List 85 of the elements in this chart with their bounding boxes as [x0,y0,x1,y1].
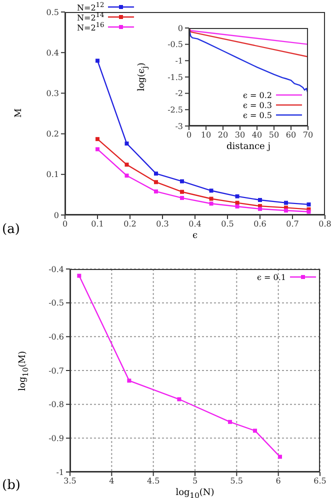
x-tick-label: 0.4 [188,220,202,229]
text: (b) [2,478,20,493]
point [306,202,311,206]
legend-label: ϵ = 0.1 [257,272,286,282]
x-tick-label: 5.5 [230,476,244,486]
y-axis-title: M [14,106,24,120]
x-tick-label: 6 [276,476,281,486]
x-tick-label: 0.5 [221,220,234,229]
y-tick-label: -1 [56,468,64,477]
point [306,210,311,214]
x-tick-label: 10 [200,130,212,140]
y-tick-label: 0.3 [46,89,59,98]
line-series [189,28,308,94]
point [284,208,288,213]
point [235,194,240,198]
x-axis-title: ϵ [191,231,199,241]
x-tick-label: 0.7 [286,220,299,229]
y-tick-label: -0.7 [48,366,64,376]
x-axis-title: log$_{10}$(N) [174,488,216,498]
point [258,206,262,211]
x-tick-label: 20 [218,130,228,140]
x-tick-label: 0.8 [318,220,332,229]
x-tick-label: 4.5 [146,476,160,486]
point [180,196,184,200]
point [124,174,129,178]
point [180,179,184,184]
x-tick-label: 5 [192,476,198,486]
point [124,162,129,167]
x-tick-label: 4 [109,476,114,486]
point [209,188,214,193]
y-tick-label: 0.4 [46,48,59,58]
point [77,274,82,278]
y-tick-label: -2.5 [168,106,183,115]
point [177,397,182,402]
y-tick-label: -2 [175,89,183,98]
y-tick-label: 0.1 [46,170,59,180]
legend-label: N=2$^{14}$ [77,11,104,23]
x-tick-label: 3.5 [64,476,76,486]
x-tick-label: 0.3 [156,220,169,229]
y-tick-label: -0.5 [168,40,183,50]
legend-label: ϵ = 0.5 [243,110,272,120]
point [96,58,100,63]
x-tick-label: 6.5 [314,476,326,486]
point [284,200,288,205]
point [258,198,262,202]
point [154,189,158,194]
y-tick-label: 0 [54,210,59,220]
y-tick-label: -3 [175,122,183,131]
x-tick-label: 40 [252,130,262,140]
point [209,202,214,206]
point [154,180,158,184]
point [253,428,257,433]
y-tick-label: 0 [178,24,183,33]
x-tick-label: 50 [268,130,280,140]
point [127,378,132,383]
point [209,196,214,201]
point [124,142,129,146]
point [96,147,100,152]
point [235,204,240,208]
legend-label: N=2$^{12}$ [77,1,104,13]
x-tick-label: 30 [234,130,246,140]
y-tick-label: -1 [175,56,183,66]
point [228,420,232,424]
point [154,172,158,176]
y-tick-label: -0.8 [48,400,64,410]
legend-label: ϵ = 0.3 [243,100,272,110]
y-tick-label: -0.9 [48,434,64,444]
x-tick-label: 70 [302,130,314,140]
y-tick-label: -1.5 [168,72,183,82]
x-axis-title: distance j [225,142,272,152]
x-tick-label: 0 [186,130,192,140]
y-tick-label: -0.5 [48,298,64,308]
x-tick-label: 60 [286,130,296,140]
y-tick-label: -0.4 [48,264,64,274]
legend-label: N=2$^{16}$ [77,21,104,33]
legend-label: ϵ = 0.2 [243,90,272,100]
y-tick-label: -0.6 [48,332,64,342]
y-tick-label: 0.5 [46,8,59,17]
point [96,137,100,142]
x-tick-label: 0.6 [254,220,266,229]
x-tick-label: 0.2 [124,220,136,229]
point [278,454,282,459]
text: (a) [2,222,20,237]
x-tick-label: 0.1 [91,220,104,229]
point [180,190,184,194]
